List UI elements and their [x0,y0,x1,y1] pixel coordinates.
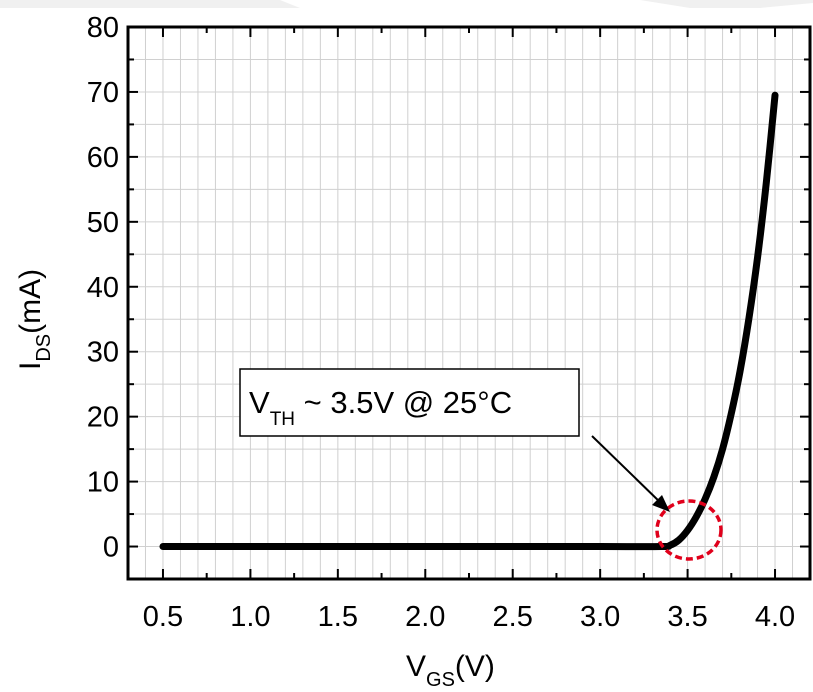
annotation-box: VTH ~ 3.5V @ 25°C [239,368,580,437]
top-shading-band [0,0,813,14]
x-tick-label: 2.0 [405,601,445,633]
y-tick-label: 40 [87,272,119,304]
y-tick-labels: 0 10 20 30 40 50 60 70 80 [87,12,119,564]
y-tick-label: 50 [87,207,119,239]
series-line [159,91,779,551]
annotation-rest: ~ 3.5V @ 25°C [295,385,512,420]
y-axis-title-sub: DS [33,334,55,362]
x-tick-label: 3.5 [667,601,707,633]
x-tick-label: 3.0 [580,601,620,633]
y-axis-title: IDS(mA) [14,269,55,370]
x-axis-title-main: V [406,650,426,683]
x-tick-labels: 0.5 1.0 1.5 2.0 2.5 3.0 3.5 4.0 [143,601,795,633]
y-tick-label: 60 [87,142,119,174]
top-shading [0,0,813,8]
annotation-sub: TH [270,409,295,430]
y-axis-title-unit: (mA) [14,269,47,334]
x-tick-label: 1.0 [230,601,270,633]
annotation-main: V [249,385,270,420]
y-tick-label: 30 [87,337,119,369]
x-axis-title-sub: GS [426,669,455,691]
y-tick-label: 20 [87,402,119,434]
y-tick-label: 10 [87,467,119,499]
y-tick-label: 80 [87,12,119,44]
annotation-label: VTH ~ 3.5V @ 25°C [249,385,512,430]
x-tick-label: 0.5 [143,601,183,633]
y-axis-title-main: I [14,362,47,370]
grid-lines [127,26,811,580]
x-tick-label: 1.5 [318,601,358,633]
y-tick-label: 70 [87,77,119,109]
annotation-arrow [591,435,670,512]
y-tick-label: 0 [103,532,119,564]
x-tick-label: 4.0 [755,601,795,633]
plot-frame [126,25,812,581]
x-axis-title: VGS(V) [406,650,495,691]
threshold-circle [655,499,723,561]
x-axis-title-unit: (V) [455,650,495,683]
x-tick-label: 2.5 [493,601,533,633]
